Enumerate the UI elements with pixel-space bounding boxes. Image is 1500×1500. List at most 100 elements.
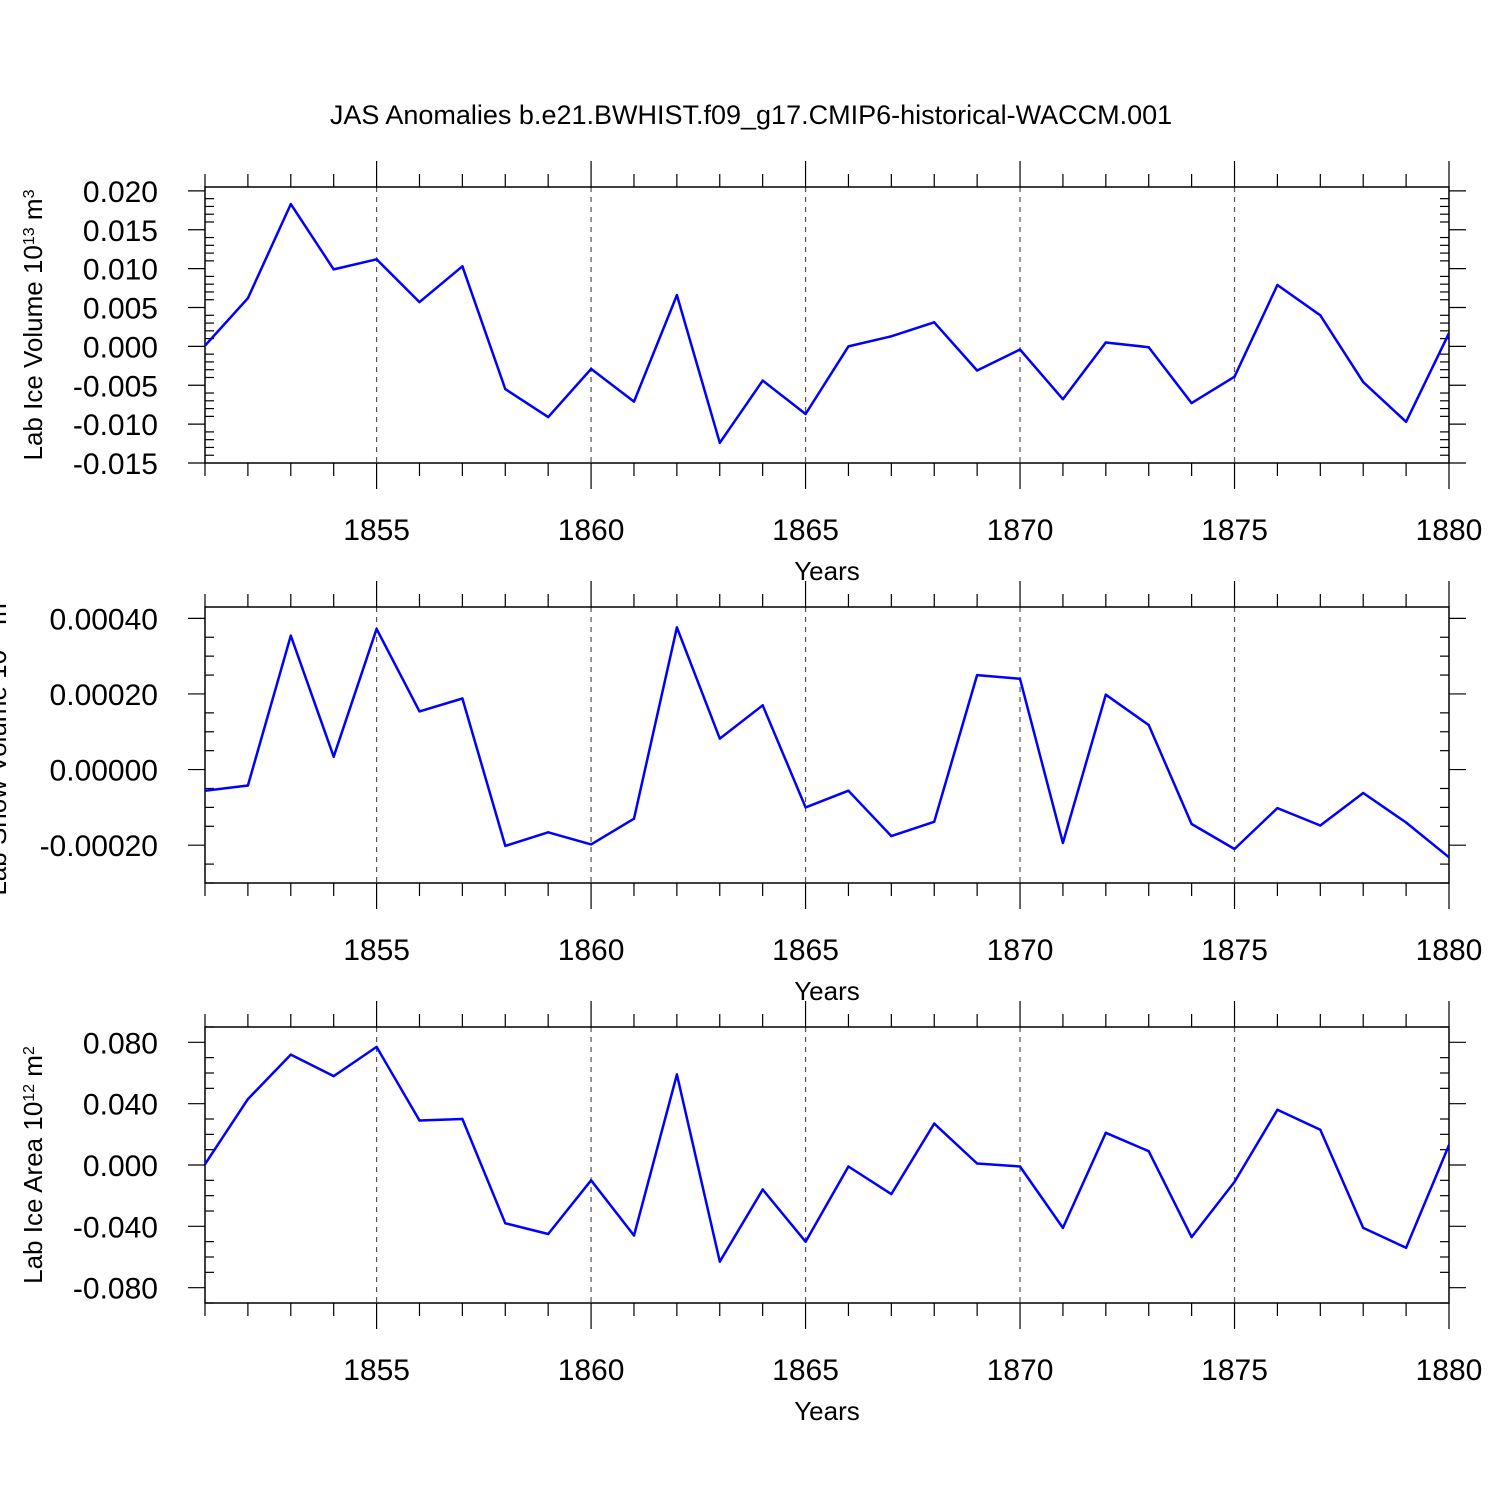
- plot-frame: [204, 1026, 1450, 1304]
- data-point: [975, 369, 979, 372]
- x-tick-label: 1860: [558, 514, 625, 547]
- data-point: [975, 673, 979, 677]
- data-point: [1061, 841, 1065, 845]
- data-point: [205, 344, 207, 347]
- y-axis-title: Lab Ice Area 1012 m2: [18, 1046, 48, 1284]
- y-axis-title-part: Lab Ice Area 10: [18, 1102, 48, 1284]
- x-tick-label: 1855: [343, 1354, 410, 1387]
- x-tick-label: 1875: [1201, 1354, 1268, 1387]
- x-tick-label: 1880: [1416, 934, 1483, 967]
- data-point: [1233, 847, 1236, 851]
- data-point: [375, 1045, 378, 1049]
- data-point: [933, 820, 936, 823]
- data-point: [246, 297, 250, 300]
- y-axis-title-part: 12: [21, 1084, 38, 1102]
- x-tick-label: 1875: [1201, 934, 1268, 967]
- data-point: [847, 1165, 850, 1168]
- y-tick-label: -0.005: [73, 370, 158, 403]
- data-point: [1276, 806, 1279, 810]
- x-tick-label: 1880: [1416, 1354, 1483, 1387]
- data-point: [847, 789, 850, 792]
- data-point: [1447, 1143, 1449, 1147]
- y-tick-label: -0.040: [73, 1211, 158, 1244]
- data-point: [375, 627, 378, 631]
- data-point: [504, 387, 507, 391]
- panel-snow-volume: -0.00020 0.00000 0.00020 0.00040 1855 1860 186…: [0, 581, 1482, 1006]
- data-point: [1404, 420, 1408, 423]
- data-point: [1018, 677, 1022, 680]
- data-point: [547, 415, 550, 419]
- data-point: [718, 737, 721, 740]
- data-point: [761, 1188, 764, 1191]
- data-point: [332, 268, 335, 271]
- y-tick-label: 0.00020: [50, 679, 158, 712]
- data-point: [1190, 822, 1193, 826]
- data-point: [205, 789, 207, 792]
- x-tick-label: 1865: [772, 934, 839, 967]
- x-tick-label: 1855: [343, 514, 410, 547]
- data-point: [418, 1119, 421, 1122]
- y-axis-title-part: m: [18, 198, 48, 227]
- data-point: [1061, 1226, 1065, 1230]
- y-tick-label: 0.020: [83, 176, 158, 209]
- data-point: [1147, 346, 1150, 349]
- data-point: [632, 1234, 636, 1237]
- data-point: [718, 1260, 721, 1263]
- data-point: [1404, 821, 1408, 824]
- y-axis-title-part: 13: [0, 632, 2, 650]
- x-axis-title: Years: [794, 1396, 860, 1426]
- y-axis-title-part: m: [18, 1055, 48, 1084]
- data-point: [418, 300, 421, 304]
- data-point: [1319, 1128, 1322, 1131]
- y-tick-label: 0.000: [83, 331, 158, 364]
- panel-ice-volume: -0.015 -0.010 -0.005 0.000 0.005 0.010 0.015 0.…: [18, 161, 1482, 586]
- y-tick-label: 0.015: [83, 215, 158, 248]
- data-point: [289, 202, 292, 206]
- x-tick-label: 1860: [558, 1354, 625, 1387]
- x-tick-label: 1865: [772, 514, 839, 547]
- data-point: [289, 1053, 292, 1056]
- data-point: [1190, 1235, 1193, 1239]
- data-point: [1447, 332, 1449, 335]
- y-tick-label: -0.015: [73, 448, 158, 481]
- y-axis-title: Lab Snow Volume 1013 m3: [0, 594, 12, 895]
- panel-ice-area: -0.080 -0.040 0.000 0.040 0.080 1855 1860 1865 1…: [18, 1001, 1482, 1426]
- plot-frame: [204, 606, 1450, 884]
- data-point: [461, 265, 464, 268]
- data-point: [632, 817, 636, 820]
- data-point: [1362, 1226, 1365, 1230]
- data-point: [933, 321, 936, 324]
- y-tick-label: 0.040: [83, 1089, 158, 1122]
- plot-frame: [204, 186, 1450, 464]
- y-axis-title-part: 3: [0, 594, 2, 603]
- figure-title: JAS Anomalies b.e21.BWHIST.f09_g17.CMIP6…: [330, 100, 1172, 130]
- data-point: [847, 345, 850, 348]
- data-point: [589, 1179, 593, 1182]
- data-point: [246, 784, 250, 787]
- y-axis-title-part: 2: [21, 1046, 38, 1055]
- y-axis-title-part: 3: [21, 189, 38, 198]
- data-point: [632, 400, 636, 403]
- y-axis-title-part: 13: [21, 227, 38, 245]
- y-tick-label: -0.00020: [40, 830, 158, 863]
- x-tick-label: 1870: [987, 514, 1054, 547]
- data-point: [933, 1122, 936, 1125]
- data-point: [675, 1073, 679, 1076]
- x-axis-title: Years: [794, 976, 860, 1006]
- data-point: [375, 258, 378, 261]
- data-point: [761, 704, 764, 707]
- data-point: [547, 831, 550, 834]
- data-point: [804, 1240, 807, 1243]
- x-tick-label: 1855: [343, 934, 410, 967]
- data-point: [718, 441, 721, 444]
- series-line-ice-area: [205, 1045, 1449, 1263]
- y-tick-label: 0.00000: [50, 755, 158, 788]
- y-axis-title-part: Lab Snow Volume 10: [0, 650, 12, 896]
- data-point: [761, 379, 764, 382]
- data-point: [1233, 1180, 1236, 1184]
- data-point: [1104, 1131, 1108, 1135]
- y-tick-label: 0.010: [83, 254, 158, 287]
- data-point: [1147, 1150, 1150, 1153]
- y-tick-label: 0.080: [83, 1027, 158, 1060]
